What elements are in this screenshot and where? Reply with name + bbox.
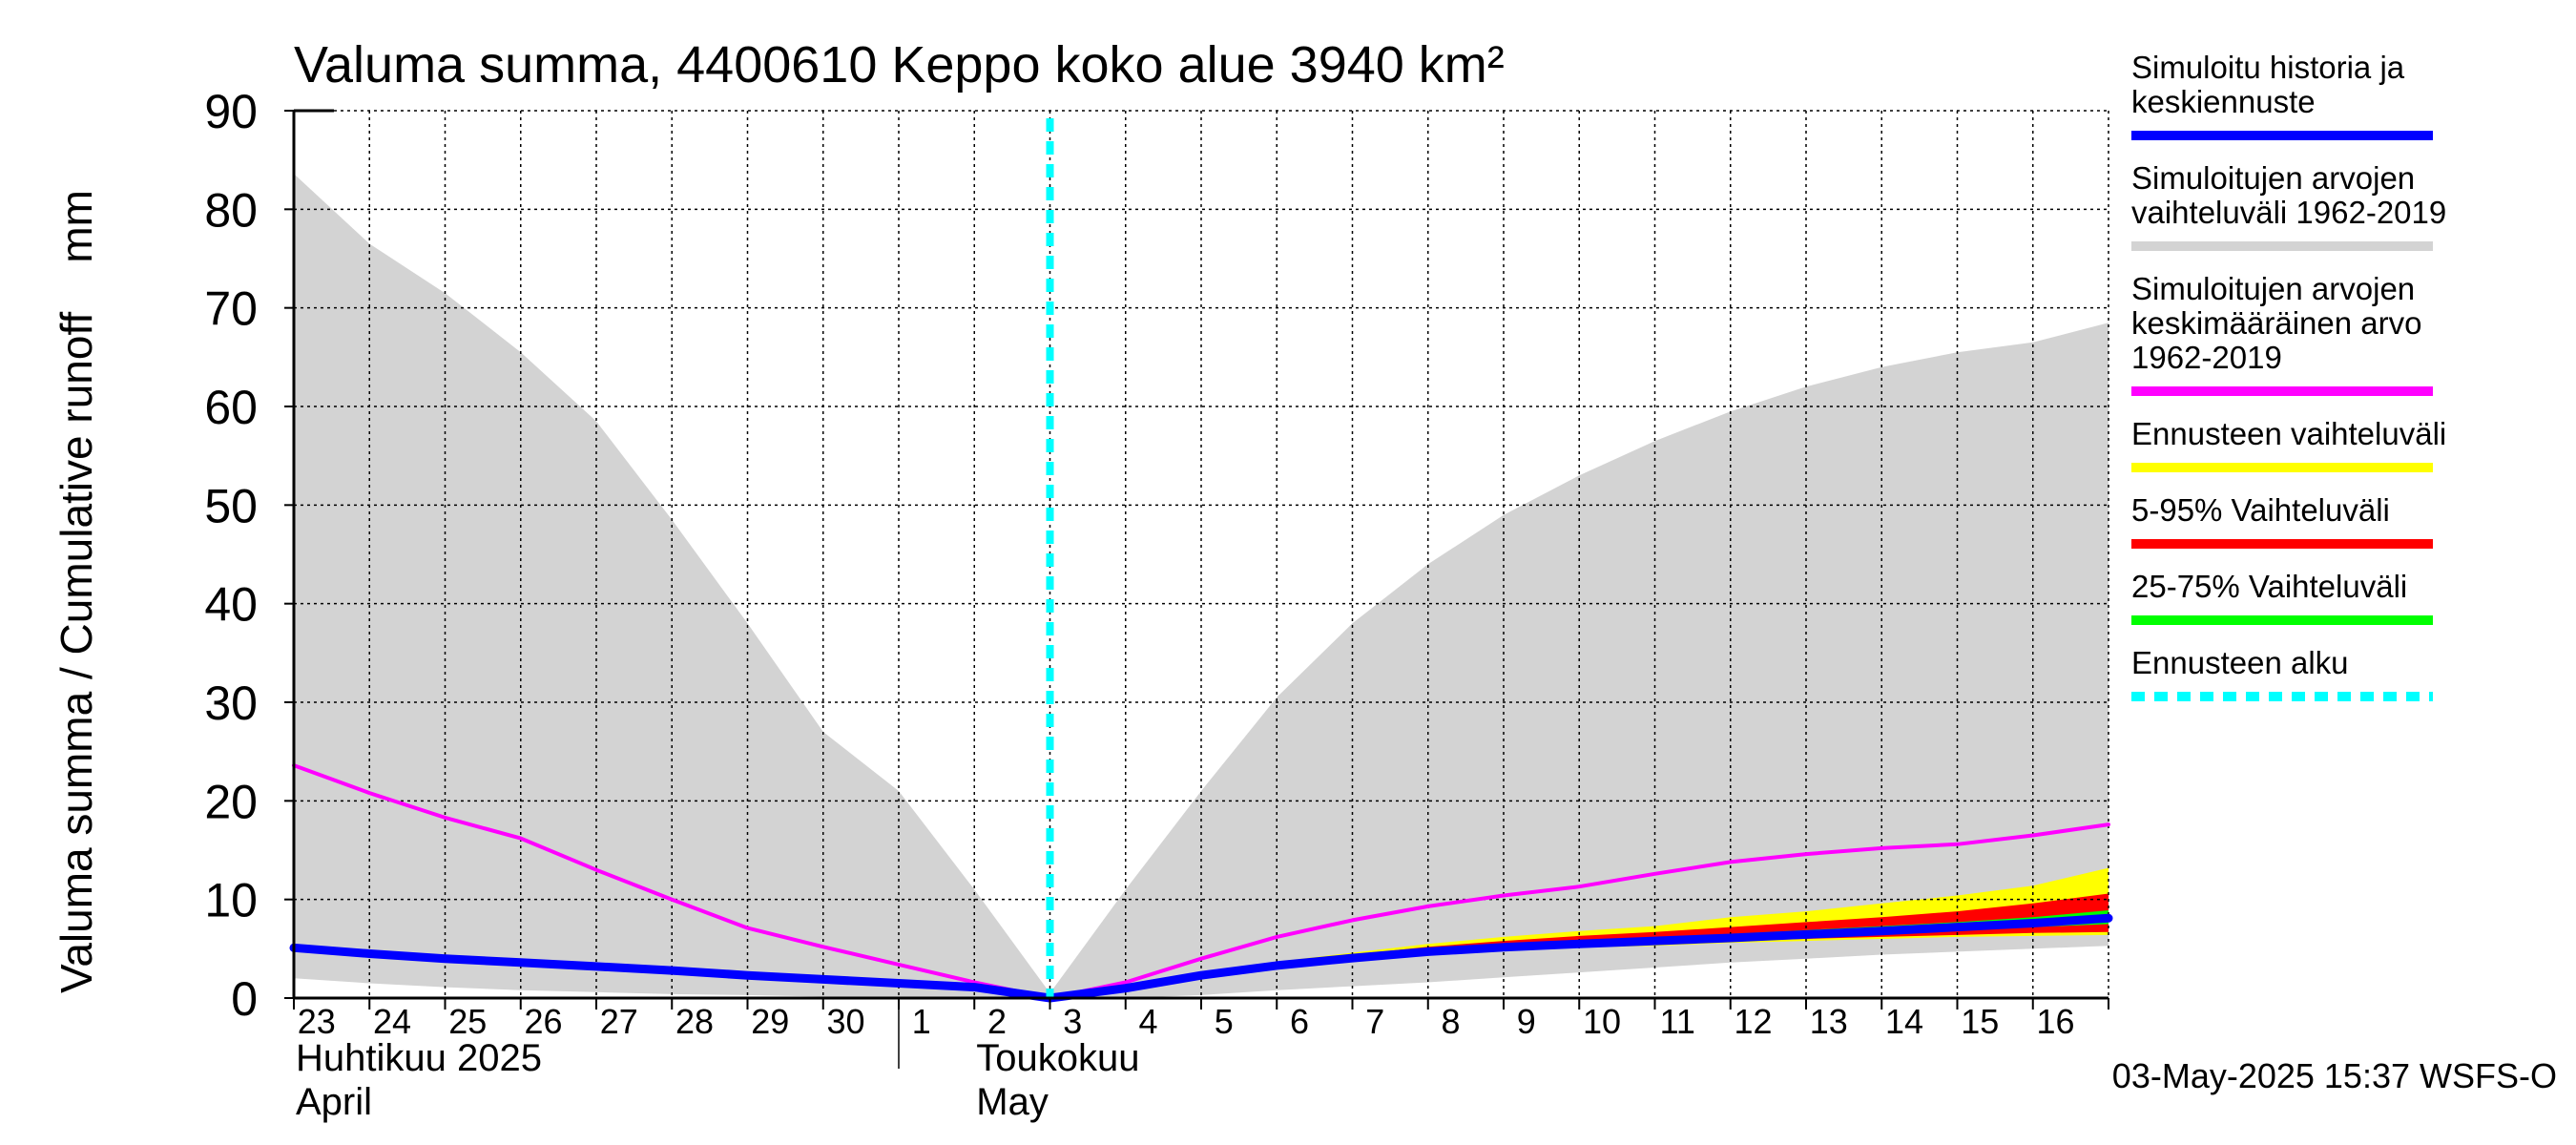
x-tick-label: 15 <box>1961 1002 1999 1041</box>
line-series-1 <box>289 913 2113 1003</box>
x-tick-label: 11 <box>1660 1002 1695 1041</box>
y-tick-label: 0 <box>231 972 258 1026</box>
legend-label: vaihteluväli 1962-2019 <box>2131 195 2446 230</box>
y-axis-label: Valuma summa / Cumulative runoff mm <box>52 190 101 993</box>
x-tick-label: 6 <box>1290 1002 1309 1041</box>
y-tick-label: 90 <box>204 85 258 138</box>
x-tick-label: 13 <box>1810 1002 1848 1041</box>
legend-label: Simuloitujen arvojen <box>2131 160 2415 196</box>
x-tick-label: 26 <box>525 1002 563 1041</box>
legend-label: Simuloitu historia ja <box>2131 50 2405 85</box>
x-tick-label: 3 <box>1063 1002 1082 1041</box>
x-tick-label: 14 <box>1885 1002 1923 1041</box>
y-tick-label: 60 <box>204 381 258 434</box>
legend-label: keskiennuste <box>2131 84 2316 119</box>
x-tick-label: 5 <box>1215 1002 1234 1041</box>
chart-title: Valuma summa, 4400610 Keppo koko alue 39… <box>294 36 1505 94</box>
y-tick-label: 50 <box>204 479 258 532</box>
x-tick-label: 7 <box>1365 1002 1384 1041</box>
month-label-fi: Huhtikuu 2025 <box>296 1037 542 1079</box>
x-tick-label: 24 <box>373 1002 411 1041</box>
month-label-en: April <box>296 1081 372 1123</box>
legend-label: Simuloitujen arvojen <box>2131 271 2415 306</box>
legend-label: 5-95% Vaihteluväli <box>2131 492 2390 528</box>
x-tick-label: 30 <box>827 1002 865 1041</box>
x-tick-label: 9 <box>1517 1002 1536 1041</box>
y-tick-label: 10 <box>204 874 258 927</box>
legend-label: 25-75% Vaihteluväli <box>2131 569 2407 604</box>
y-tick-label: 40 <box>204 578 258 632</box>
x-tick-label: 16 <box>2037 1002 2075 1041</box>
legend-label: Ennusteen alku <box>2131 645 2349 680</box>
x-tick-label: 12 <box>1735 1002 1773 1041</box>
x-tick-label: 23 <box>298 1002 336 1041</box>
x-tick-label: 28 <box>675 1002 714 1041</box>
footer-timestamp: 03-May-2025 15:37 WSFS-O <box>2112 1056 2557 1095</box>
x-tick-label: 2 <box>987 1002 1007 1041</box>
y-tick-label: 70 <box>204 282 258 336</box>
x-tick-label: 1 <box>912 1002 931 1041</box>
legend-label: Ennusteen vaihteluväli <box>2131 416 2446 451</box>
x-tick-label: 10 <box>1583 1002 1621 1041</box>
y-tick-label: 30 <box>204 677 258 730</box>
month-label-fi: Toukokuu <box>976 1037 1139 1079</box>
x-tick-label: 29 <box>751 1002 789 1041</box>
line-series-0 <box>292 763 2110 1000</box>
x-tick-label: 4 <box>1139 1002 1158 1041</box>
band-series-2 <box>1049 893 2109 998</box>
legend-label: 1962-2019 <box>2131 340 2282 375</box>
month-label-en: May <box>976 1081 1049 1123</box>
x-tick-label: 27 <box>600 1002 638 1041</box>
y-tick-label: 20 <box>204 775 258 828</box>
legend-label: keskimääräinen arvo <box>2131 305 2421 341</box>
y-tick-label: 80 <box>204 183 258 237</box>
x-tick-label: 8 <box>1442 1002 1461 1041</box>
x-tick-label: 25 <box>448 1002 487 1041</box>
